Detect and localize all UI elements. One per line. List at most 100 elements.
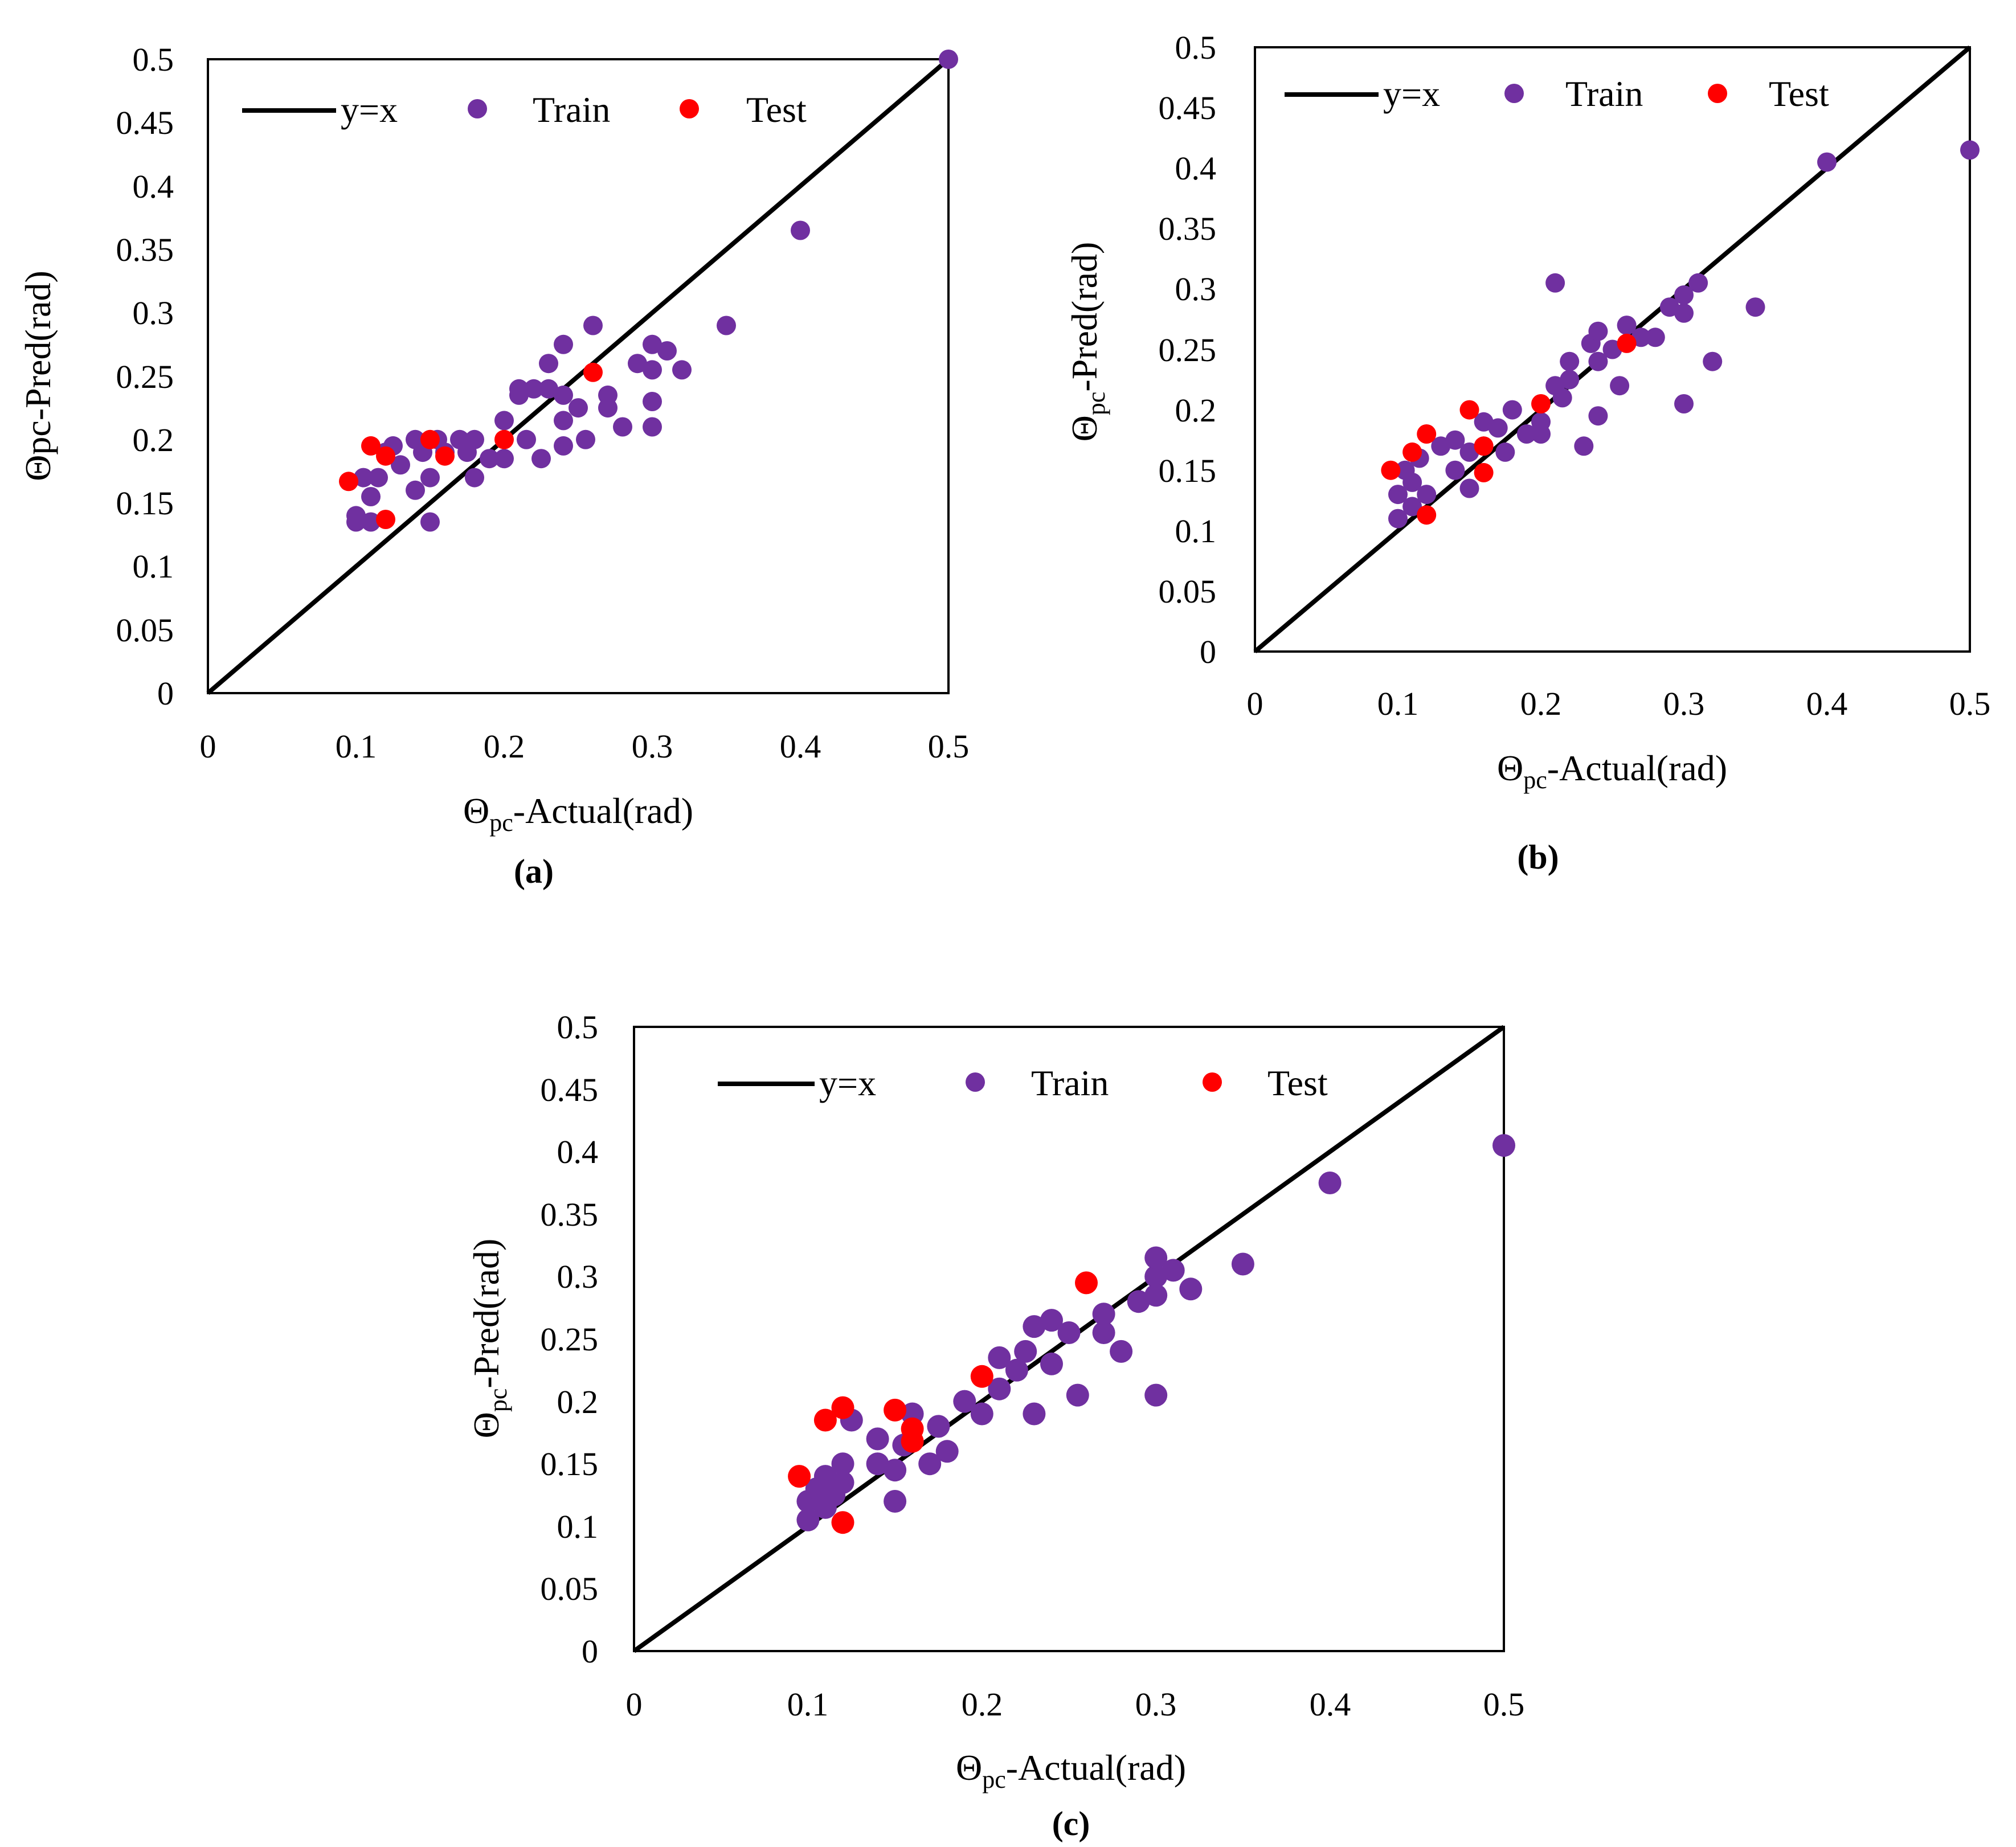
train-point-a-13: [420, 512, 440, 532]
y-tick-c-0: 0: [582, 1633, 598, 1670]
train-point-b-41: [1745, 297, 1765, 317]
legend-b: y=x Train Test: [1285, 73, 1829, 114]
train-point-a-3: [361, 487, 381, 506]
y-tick-b-8: 0.4: [1175, 150, 1217, 187]
train-point-b-1: [1388, 485, 1408, 505]
plot-frame-a: [207, 58, 950, 694]
train-point-a-2: [354, 468, 373, 488]
panel-c: 0 0.1 0.2 0.3 0.4 0.5 0 0.05 0.1 0.15 0.…: [466, 1009, 1524, 1842]
panel-caption-a: (a): [514, 853, 554, 890]
x-tick-b-1: 0.1: [1377, 685, 1419, 722]
train-point-c-27: [1040, 1352, 1063, 1375]
y-tick-labels-a: 0 0.05 0.1 0.15 0.2 0.25 0.3 0.35 0.4 0.…: [116, 41, 174, 712]
train-point-b-28: [1588, 351, 1608, 371]
test-point-a-3: [376, 510, 395, 529]
train-point-c-37: [1144, 1383, 1168, 1407]
train-point-c-33: [1127, 1290, 1150, 1313]
x-tick-labels-b: 0 0.1 0.2 0.3 0.4 0.5: [1247, 685, 1991, 722]
train-point-a-49: [939, 50, 958, 69]
panel-caption-b: (b): [1517, 838, 1559, 876]
y-tick-b-6: 0.3: [1175, 271, 1217, 308]
x-axis-title-c: Θpc-Actual(rad): [956, 1747, 1186, 1793]
x-tick-c-4: 0.4: [1310, 1686, 1351, 1723]
train-point-a-26: [524, 379, 543, 399]
train-point-b-42: [1817, 152, 1837, 172]
legend-line-label-a: y=x: [341, 89, 398, 130]
x-tick-a-3: 0.3: [632, 728, 673, 765]
train-point-a-25: [517, 429, 536, 449]
test-point-c-3: [831, 1511, 854, 1534]
train-point-b-9: [1445, 430, 1465, 450]
x-tick-a-0: 0: [200, 728, 216, 765]
data-marks-c: [632, 1025, 1515, 1653]
y-tick-c-3: 0.15: [541, 1445, 599, 1482]
train-point-b-29: [1588, 406, 1608, 426]
y-tick-c-8: 0.4: [557, 1133, 599, 1170]
train-point-c-39: [1179, 1277, 1203, 1301]
y-tick-b-0: 0: [1200, 633, 1216, 670]
x-tick-labels-a: 0 0.1 0.2 0.3 0.4 0.5: [200, 728, 970, 765]
x-tick-a-4: 0.4: [780, 728, 821, 765]
y-tick-a-6: 0.3: [133, 294, 174, 331]
train-point-c-3: [813, 1465, 837, 1488]
legend-train-swatch-c: [966, 1072, 985, 1092]
test-point-b-2: [1417, 424, 1437, 444]
legend-train-label-b: Train: [1565, 73, 1643, 114]
train-point-a-40: [628, 354, 647, 374]
train-point-a-35: [576, 429, 595, 449]
y-tick-a-5: 0.25: [116, 358, 174, 395]
train-point-a-24: [509, 385, 529, 405]
y-tick-c-6: 0.3: [557, 1258, 599, 1295]
test-point-a-0: [339, 472, 358, 492]
train-point-a-32: [554, 411, 573, 431]
y-tick-b-9: 0.45: [1159, 89, 1217, 126]
train-point-a-47: [717, 316, 736, 335]
x-tick-labels-c: 0 0.1 0.2 0.3 0.4 0.5: [626, 1686, 1525, 1723]
train-point-b-8: [1445, 460, 1465, 480]
y-tick-c-9: 0.45: [541, 1071, 599, 1108]
train-point-a-10: [406, 480, 425, 500]
train-point-b-15: [1495, 442, 1515, 462]
train-point-a-8: [391, 455, 410, 475]
test-point-b-6: [1474, 462, 1494, 482]
train-point-c-32: [1110, 1340, 1133, 1363]
train-point-c-0: [796, 1508, 820, 1531]
train-point-c-7: [831, 1452, 854, 1476]
train-point-b-19: [1531, 424, 1551, 444]
x-tick-b-0: 0: [1247, 685, 1263, 722]
train-point-b-37: [1674, 303, 1694, 323]
train-point-a-42: [643, 360, 662, 380]
legend-c: y=x Train Test: [718, 1063, 1328, 1103]
y-tick-a-2: 0.1: [133, 548, 174, 585]
test-point-a-5: [435, 446, 455, 466]
y-tick-labels-b: 0 0.05 0.1 0.15 0.2 0.25 0.3 0.35 0.4 0.…: [1159, 29, 1217, 670]
train-point-c-31: [1092, 1303, 1115, 1326]
train-point-a-4: [361, 512, 381, 532]
legend-test-swatch-a: [680, 99, 699, 118]
train-point-c-26: [1040, 1309, 1063, 1332]
train-point-b-25: [1574, 436, 1594, 456]
train-point-b-3: [1402, 497, 1422, 517]
y-tick-a-8: 0.4: [133, 168, 174, 205]
x-tick-a-5: 0.5: [928, 728, 970, 765]
legend-train-label-c: Train: [1031, 1063, 1109, 1103]
test-point-a-2: [376, 446, 395, 466]
train-point-a-38: [598, 398, 618, 418]
test-point-b-4: [1459, 400, 1479, 420]
train-point-b-14: [1488, 418, 1508, 438]
y-tick-a-10: 0.5: [133, 41, 174, 78]
y-tick-c-10: 0.5: [557, 1009, 599, 1046]
train-point-c-38: [1162, 1259, 1185, 1282]
test-point-b-0: [1381, 460, 1401, 480]
train-point-a-5: [369, 468, 388, 488]
train-point-a-39: [613, 417, 632, 437]
train-point-c-16: [927, 1415, 950, 1438]
train-point-c-6: [831, 1471, 854, 1494]
train-point-c-40: [1231, 1252, 1254, 1276]
legend-train-swatch-b: [1504, 84, 1524, 103]
train-point-a-27: [531, 449, 551, 469]
legend-test-label-c: Test: [1267, 1063, 1328, 1103]
train-point-a-21: [494, 411, 514, 431]
